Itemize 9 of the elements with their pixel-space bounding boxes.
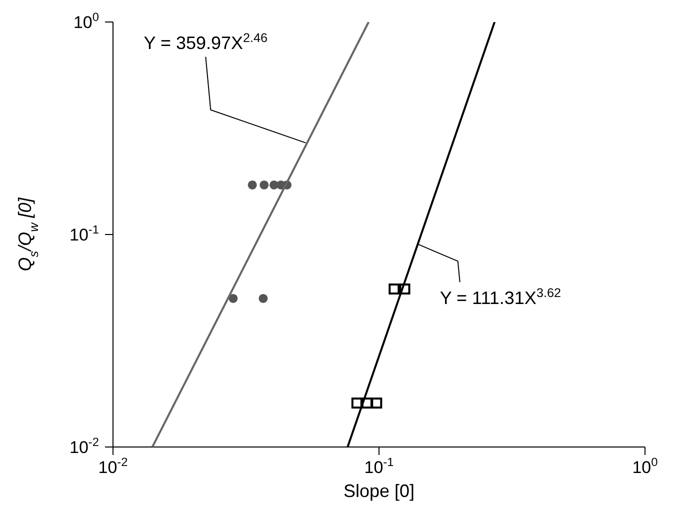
y-tick-label: 10$^{0}$ [73,10,100,32]
annotation: Y = 111.31X$^{3.62}$ [440,286,561,308]
x-tick-label: 10$^{-1}$ [364,455,394,477]
x-tick-label: 10$^{0}$ [632,455,658,477]
y-tick-label: 10$^{-2}$ [70,435,100,457]
annotation: Y = 359.97X$^{2.46}$ [144,30,268,53]
x-tick-label: 10$^{-2}$ [98,455,128,477]
x-axis-title: Slope [0] [343,481,415,501]
y-tick-label: 10$^{-1}$ [70,222,100,244]
